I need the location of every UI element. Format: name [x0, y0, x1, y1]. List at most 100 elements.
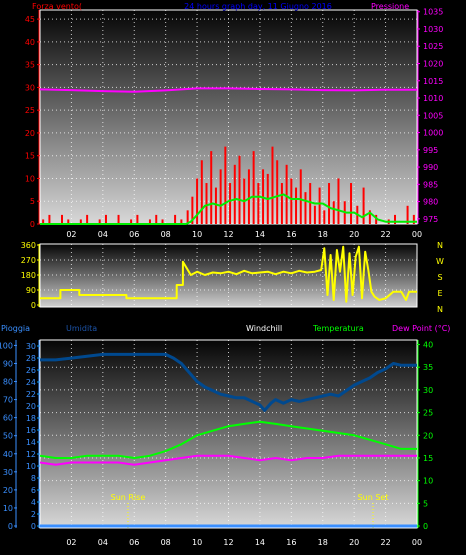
wind-tick-label: 45 [25, 15, 35, 24]
wind-tick-label: 25 [25, 106, 35, 115]
pressure-tick-label: 985 [423, 180, 438, 189]
wind-pressure-panel: Forza vento( 24 hours graph day, 11 Giug… [25, 2, 444, 239]
compass-label: N [437, 241, 443, 250]
pressure-tick-label: 990 [423, 163, 438, 172]
temperature-tick-label: 20 [423, 431, 433, 440]
pressure-y-ticks: 975 980 985 990 995 1000 1005 1010 1015 1020 1025 1… [417, 8, 443, 224]
pressure-tick-label: 1010 [423, 94, 443, 103]
temperature-tick-label: 35 [423, 363, 433, 372]
x-tick-label: 06 [129, 230, 139, 239]
x-tick-label: 20 [349, 230, 359, 239]
direction-line [40, 245, 417, 303]
pressure-tick-label: 1025 [423, 42, 443, 51]
rain-axis-label: Pioggia [1, 324, 30, 333]
direction-y-ticks: 0 90 180 270 360 [21, 241, 40, 310]
rain-tick-label: 18 [26, 414, 36, 423]
direction-tick-label: 270 [21, 256, 36, 265]
pressure-axis-label: Pressione [371, 2, 409, 11]
rain-tick-label: 12 [26, 450, 36, 459]
pressure-tick-label: 1015 [423, 77, 443, 86]
x-tick-label: 02 [66, 538, 76, 547]
wind-y-ticks: 0 5 10 15 20 25 30 35 40 45 [25, 10, 40, 229]
x-tick-label: 04 [98, 538, 108, 547]
x-tick-label: 18 [318, 230, 328, 239]
x-tick-label: 22 [380, 538, 390, 547]
temperature-tick-label: 15 [423, 454, 433, 463]
x-tick-label: 02 [66, 230, 76, 239]
direction-series [40, 245, 417, 303]
pressure-tick-label: 1005 [423, 111, 443, 120]
x-tick-label: 20 [349, 538, 359, 547]
humidity-tick-label: 50 [3, 432, 13, 441]
rain-tick-label: 2 [31, 510, 36, 519]
temperature-y-ticks: 0 5 10 15 20 25 30 35 40 [417, 340, 433, 531]
dewpoint-line [39, 454, 417, 466]
sun-markers: Sun Rise Sun Set [111, 493, 388, 528]
humidity-tick-label: 90 [3, 359, 13, 368]
compass-label: E [437, 289, 442, 298]
x-tick-label: 10 [192, 230, 202, 239]
rain-tick-label: 24 [26, 378, 36, 387]
direction-tick-label: 360 [21, 241, 36, 250]
x-tick-label: 14 [255, 538, 265, 547]
wind-tick-label: 35 [25, 61, 35, 70]
pressure-tick-label: 1000 [423, 129, 443, 138]
humidity-tick-label: 30 [3, 468, 13, 477]
dewpoint-legend: Dew Point (°C) [392, 324, 450, 333]
humidity-tick-label: 40 [3, 450, 13, 459]
wind-tick-label: 15 [25, 152, 35, 161]
rain-tick-label: 4 [31, 498, 36, 507]
humidity-tick-label: 100 [0, 341, 13, 350]
rain-tick-label: 30 [26, 342, 36, 351]
pressure-line [39, 87, 417, 93]
humidity-tick-label: 10 [3, 504, 13, 513]
humidity-tick-label: 60 [3, 414, 13, 423]
wind_avg-line [40, 193, 417, 225]
compass-label: S [437, 273, 442, 282]
humidity-tick-label: 80 [3, 378, 13, 387]
x-tick-label: 12 [223, 230, 233, 239]
chart-title: 24 hours graph day, 11 Giugno 2016 [184, 2, 332, 11]
x-tick-label: 16 [286, 230, 296, 239]
temperature-tick-label: 10 [423, 477, 433, 486]
wind-axis-label: Forza vento( [32, 2, 82, 11]
x-tick-label: 16 [286, 538, 296, 547]
x-tick-label: 18 [318, 538, 328, 547]
humidity-tick-label: 0 [8, 522, 13, 531]
direction-grid [40, 244, 418, 307]
pressure-tick-label: 1035 [423, 8, 443, 17]
temperature-x-ticks: 02 04 06 08 10 12 14 16 18 20 22 00 [66, 538, 422, 547]
temperature-tick-label: 40 [423, 341, 433, 350]
temperature-tick-label: 5 [423, 499, 428, 508]
humidity-line [40, 352, 417, 412]
rain-tick-label: 28 [26, 354, 36, 363]
rain-tick-label: 20 [26, 402, 36, 411]
temperature-line [39, 420, 417, 459]
wind-series [39, 87, 417, 225]
wind-tick-label: 40 [25, 38, 35, 47]
temperature-legend: Temperatura [312, 324, 364, 333]
rain-tick-label: 8 [31, 474, 36, 483]
humidity-tick-label: 20 [3, 486, 13, 495]
x-tick-label: 14 [255, 230, 265, 239]
humidity-axis-label: Umidita [66, 324, 97, 333]
temperature-panel: Pioggia Umidita Windchill Temperatura De… [0, 324, 450, 547]
compass-label: N [437, 305, 443, 314]
wind-plot-background [39, 9, 418, 225]
x-tick-label: 00 [412, 230, 422, 239]
temperature-tick-label: 25 [423, 409, 433, 418]
wind-tick-label: 5 [30, 197, 35, 206]
humidity-y-ticks: 0 10 20 30 40 50 60 70 80 90 100 [0, 340, 17, 531]
rain-tick-label: 16 [26, 426, 36, 435]
pressure-tick-label: 980 [423, 198, 438, 207]
x-tick-label: 12 [223, 538, 233, 547]
x-tick-label: 00 [412, 538, 422, 547]
x-tick-label: 08 [161, 538, 171, 547]
wind-tick-label: 20 [25, 129, 35, 138]
temperature-tick-label: 0 [423, 522, 428, 531]
x-tick-label: 08 [161, 230, 171, 239]
wind-tick-label: 0 [30, 220, 35, 229]
x-tick-label: 06 [129, 538, 139, 547]
rain-tick-label: 10 [26, 462, 36, 471]
